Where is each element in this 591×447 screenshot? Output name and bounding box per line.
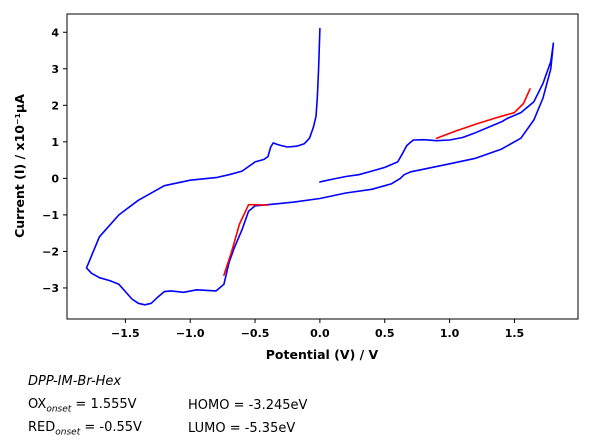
lumo-level: LUMO = -5.35eV	[188, 421, 296, 436]
ox-onset-subscript: onset	[46, 404, 72, 415]
red-onset-label: RED	[28, 420, 56, 435]
y-tick-label: 0	[51, 172, 59, 185]
red-onset-value: = -0.55V	[80, 420, 142, 435]
x-axis-label: Potential (V) / V	[266, 347, 379, 362]
ox-onset: OXonset = 1.555V	[28, 397, 137, 415]
red-onset-subscript: onset	[55, 427, 81, 438]
y-tick-label: −1	[42, 209, 59, 222]
onset-tangent-line	[223, 203, 269, 277]
ox-onset-value: = 1.555V	[71, 397, 137, 412]
y-tick-label: 4	[51, 26, 59, 39]
x-tick-label: 1.5	[505, 327, 525, 340]
series-layer	[85, 27, 555, 306]
y-tick-label: 3	[51, 63, 59, 76]
y-axis-label: Current (I) / x10⁻¹μA	[12, 94, 27, 238]
x-tick-label: −1.0	[176, 327, 205, 340]
x-tick-label: 0.0	[310, 327, 330, 340]
red-onset: REDonset = -0.55V	[28, 420, 142, 438]
plot-frame	[66, 13, 579, 320]
x-axis-ticks: −1.5 −1.0 −0.5 0.0 0.5 1.0 1.5	[111, 319, 524, 340]
x-tick-label: 0.5	[375, 327, 395, 340]
y-axis-ticks: −3 −2 −1 0 1 2 3 4	[42, 26, 67, 295]
y-tick-label: −2	[42, 245, 59, 258]
y-tick-label: −3	[42, 282, 59, 295]
y-tick-label: 1	[51, 136, 59, 149]
x-tick-label: 1.0	[440, 327, 460, 340]
x-tick-label: −0.5	[241, 327, 270, 340]
ox-onset-label: OX	[28, 397, 47, 412]
onset-tangent-line	[435, 88, 531, 139]
compound-name: DPP-IM-Br-Hex	[28, 374, 122, 389]
cv-curve-line	[85, 27, 555, 306]
x-tick-label: −1.5	[111, 327, 140, 340]
homo-level: HOMO = -3.245eV	[188, 398, 308, 413]
y-tick-label: 2	[51, 99, 59, 112]
